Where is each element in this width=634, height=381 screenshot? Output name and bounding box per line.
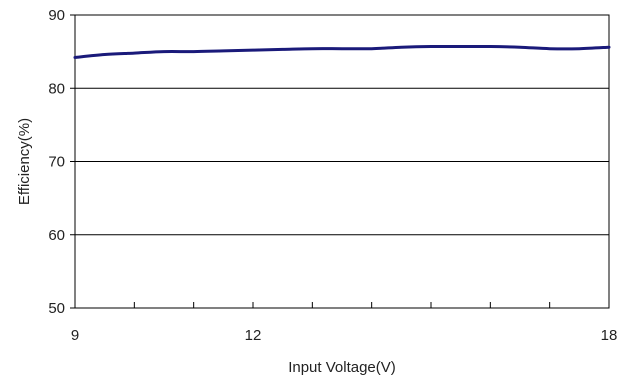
x-tick-label-12: 12 (245, 327, 262, 344)
grid-lines (75, 87, 609, 236)
x-tick-label-9: 9 (71, 327, 79, 344)
y-axis-label: Efficiency(%) (16, 118, 33, 205)
axis-ticks (70, 14, 610, 309)
tick-labels: 50 60 70 80 90 9 12 18 (48, 7, 617, 344)
y-tick-label-70: 70 (48, 154, 65, 171)
x-axis-label: Input Voltage(V) (288, 359, 396, 376)
y-tick-label-50: 50 (48, 300, 65, 317)
y-tick-label-60: 60 (48, 227, 65, 244)
x-tick-label-18: 18 (601, 327, 618, 344)
y-tick-label-90: 90 (48, 7, 65, 24)
y-tick-label-80: 80 (48, 80, 65, 97)
series-line-0 (73, 44, 611, 59)
series-layer (73, 44, 611, 59)
